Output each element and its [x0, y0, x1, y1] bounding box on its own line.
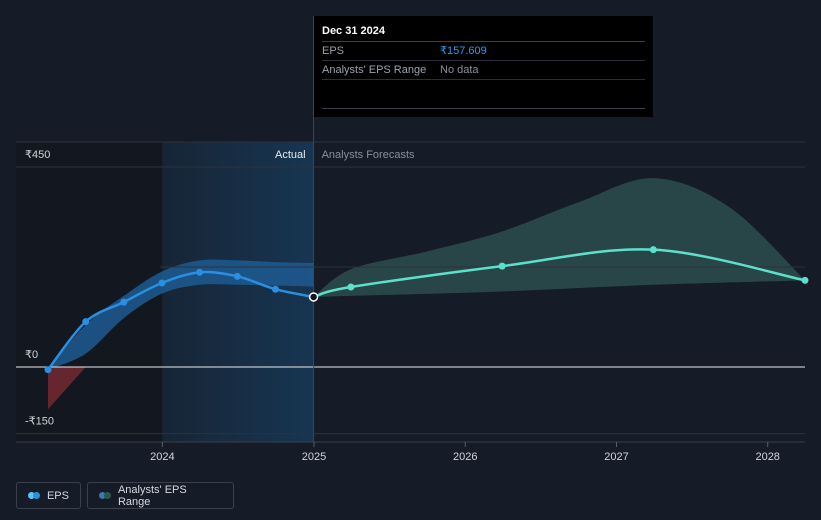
x-tick-label-2: 2026 — [453, 451, 477, 463]
tooltip-divider — [322, 108, 645, 109]
tooltip-eps-label: EPS — [322, 45, 345, 57]
eps-point-actual-4 — [196, 268, 204, 276]
y-tick-label-2: -₹150 — [25, 416, 54, 428]
forecast-range-area — [313, 178, 805, 297]
eps-point-forecast-3 — [649, 246, 657, 254]
eps-point-actual-2 — [120, 298, 128, 306]
legend-range-dot2-icon — [103, 492, 111, 499]
legend-eps-label: EPS — [46, 489, 69, 502]
tooltip-range-label: Analysts' EPS Range — [322, 64, 427, 76]
legend-eps-dot-icon — [28, 492, 35, 499]
tooltip-panel: Dec 31 2024 EPS ₹157.609 Analysts' EPS R… — [314, 16, 653, 117]
actual-range-area — [48, 259, 314, 370]
actual-region-label: Actual — [275, 149, 306, 161]
legend-eps-button[interactable]: EPS — [16, 482, 81, 509]
tooltip-date: Dec 31 2024 — [322, 24, 645, 42]
x-tick-label-4: 2028 — [755, 451, 779, 463]
eps-point-actual-6 — [271, 285, 279, 293]
legend-eps-dot2-icon — [32, 492, 40, 499]
tooltip-row-range: Analysts' EPS Range No data — [322, 61, 645, 80]
eps-point-actual-3 — [158, 279, 166, 287]
y-tick-label-0: ₹450 — [25, 149, 50, 161]
tooltip-row-eps: EPS ₹157.609 — [322, 42, 645, 61]
legend-range-label: Analysts' EPS Range — [117, 483, 187, 508]
legend-range-button[interactable]: Analysts' EPS Range — [87, 482, 234, 509]
eps-point-actual-7 — [308, 292, 319, 302]
legend-range-dot-icon — [99, 492, 106, 499]
y-tick-label-1: ₹0 — [25, 349, 38, 361]
eps-point-forecast-1 — [347, 283, 355, 291]
eps-point-actual-5 — [233, 272, 241, 280]
eps-point-actual-0 — [44, 366, 52, 374]
x-tick-label-0: 2024 — [150, 451, 174, 463]
x-tick-label-3: 2027 — [604, 451, 628, 463]
eps-point-actual-1 — [82, 318, 90, 326]
eps-point-forecast-2 — [498, 262, 506, 270]
forecast-region-label: Analysts Forecasts — [322, 149, 415, 161]
x-tick-label-1: 2025 — [302, 451, 326, 463]
negative-range-area — [48, 367, 86, 410]
tooltip-eps-value: ₹157.609 — [440, 45, 487, 57]
tooltip-range-value: No data — [440, 64, 479, 76]
eps-point-forecast-4 — [801, 276, 809, 284]
